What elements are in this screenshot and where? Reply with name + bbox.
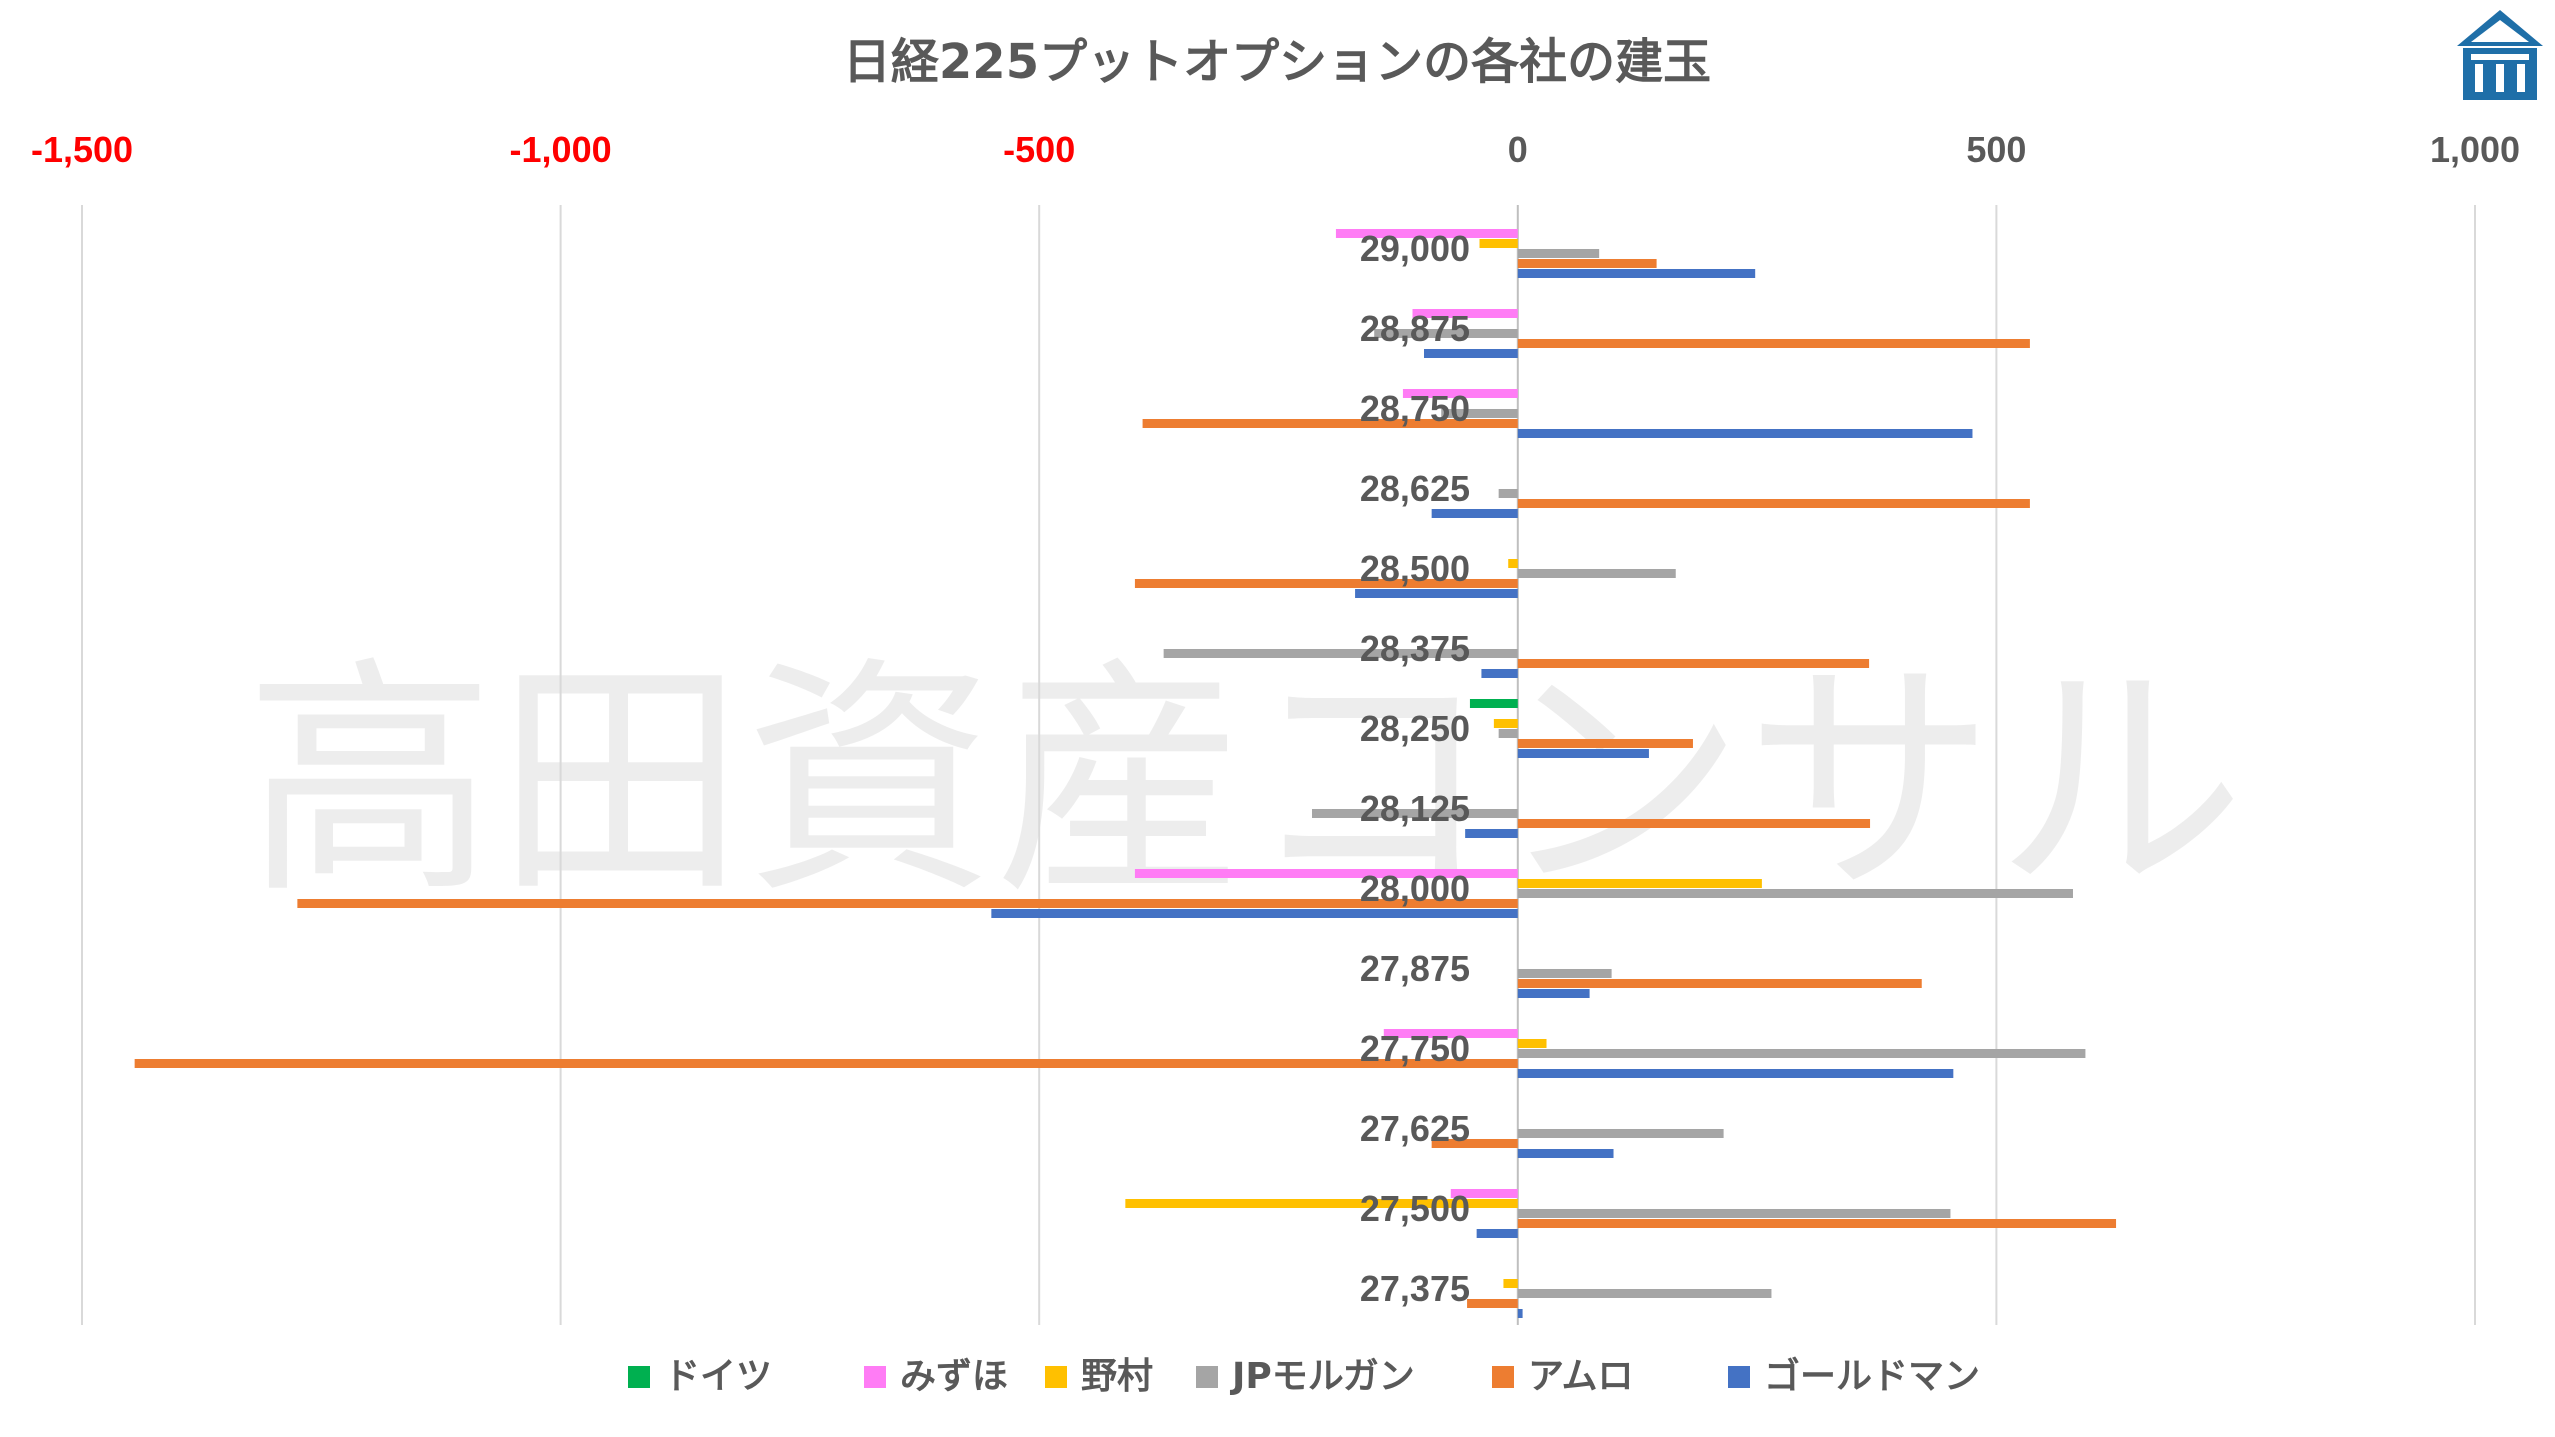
- x-tick-label: 1,000: [2430, 129, 2520, 170]
- legend-label: JPモルガン: [1229, 1356, 1415, 1397]
- bar: [1125, 1199, 1518, 1208]
- bar: [1517, 499, 2030, 508]
- category-label: 28,625: [1360, 468, 1470, 509]
- bar: [1517, 659, 1870, 668]
- category-label: 28,875: [1360, 308, 1470, 349]
- bar: [1517, 1209, 1951, 1218]
- bar: [1517, 339, 2030, 348]
- category-label: 28,500: [1360, 548, 1470, 589]
- bar: [1517, 1049, 2086, 1058]
- legend-swatch: [864, 1366, 886, 1388]
- category-label: 27,750: [1360, 1028, 1470, 1069]
- bar: [1383, 1029, 1518, 1038]
- bar: [1517, 749, 1649, 758]
- bank-building-icon: [2457, 10, 2543, 100]
- bar: [1517, 269, 1756, 278]
- bar: [1517, 1149, 1614, 1158]
- legend-swatch: [1045, 1366, 1067, 1388]
- bar: [1423, 349, 1518, 358]
- category-label: 27,500: [1360, 1188, 1470, 1229]
- bar: [1431, 1139, 1518, 1148]
- bar: [1517, 1309, 1523, 1318]
- watermark: 高田資産コンサル: [245, 636, 2245, 927]
- x-tick-label: -1,500: [31, 129, 133, 170]
- legend-label: ゴールドマン: [1764, 1355, 1980, 1397]
- legend-label: 野村: [1081, 1356, 1153, 1397]
- bar: [1402, 389, 1518, 398]
- bar: [1508, 559, 1518, 568]
- x-tick-label: 500: [1966, 129, 2026, 170]
- bar: [1134, 579, 1518, 588]
- bar: [134, 1059, 1518, 1068]
- category-label: 28,125: [1360, 788, 1470, 829]
- bar: [1517, 1069, 1954, 1078]
- legend-swatch: [628, 1366, 650, 1388]
- bar: [1517, 1129, 1724, 1138]
- bars: [134, 229, 2117, 1318]
- legend-label: ドイツ: [664, 1356, 772, 1397]
- category-label: 29,000: [1360, 228, 1470, 269]
- category-label: 28,750: [1360, 388, 1470, 429]
- bar: [1374, 329, 1518, 338]
- bar: [1312, 809, 1518, 818]
- bar: [1469, 699, 1518, 708]
- category-label: 28,250: [1360, 708, 1470, 749]
- legend: ドイツ みずほ 野村 JPモルガン アムロ ゴールドマン: [628, 1355, 1980, 1397]
- bar: [1517, 569, 1676, 578]
- bar: [1517, 879, 1762, 888]
- bar: [1163, 649, 1518, 658]
- bar: [1517, 969, 1612, 978]
- bar: [1498, 489, 1518, 498]
- bar: [1517, 249, 1600, 258]
- bar: [1142, 419, 1518, 428]
- bar: [1517, 259, 1657, 268]
- bar: [1465, 829, 1518, 838]
- bar: [1479, 239, 1518, 248]
- legend-label: アムロ: [1528, 1356, 1633, 1397]
- bar: [1517, 1219, 2117, 1228]
- x-tick-label: 0: [1508, 129, 1528, 170]
- x-tick-labels: -1,500 -1,000 -500 0 500 1,000: [31, 129, 2520, 170]
- bar: [1441, 409, 1518, 418]
- bar: [1517, 989, 1590, 998]
- bar: [1517, 979, 1922, 988]
- legend-swatch: [1728, 1366, 1750, 1388]
- bar: [1517, 889, 2073, 898]
- bar: [1517, 819, 1871, 828]
- bar: [297, 899, 1518, 908]
- legend-label: みずほ: [900, 1356, 1008, 1397]
- legend-swatch: [1196, 1366, 1218, 1388]
- category-label: 27,625: [1360, 1108, 1470, 1149]
- category-label: 27,875: [1360, 948, 1470, 989]
- bar: [991, 909, 1518, 918]
- bar: [1517, 1039, 1547, 1048]
- category-label: 27,375: [1360, 1268, 1470, 1309]
- bar: [1431, 509, 1518, 518]
- category-labels: 29,000 28,875 28,750 28,625 28,500 28,375 28,2…: [1360, 228, 1470, 1309]
- bar: [1503, 1279, 1518, 1288]
- bar: [1517, 429, 1973, 438]
- x-tick-label: -1,000: [510, 129, 612, 170]
- bar: [1476, 1229, 1518, 1238]
- bar: [1355, 589, 1518, 598]
- bar: [1335, 229, 1518, 238]
- chart-title: 日経225プットオプションの各社の建玉: [843, 34, 1711, 90]
- bar: [1412, 309, 1518, 318]
- bar: [1467, 1299, 1518, 1308]
- category-label: 28,000: [1360, 868, 1470, 909]
- bar: [1450, 1189, 1518, 1198]
- bar: [1481, 669, 1518, 678]
- bar: [1493, 719, 1518, 728]
- bar: [1134, 869, 1518, 878]
- x-tick-label: -500: [1003, 129, 1075, 170]
- legend-swatch: [1492, 1366, 1514, 1388]
- category-label: 28,375: [1360, 628, 1470, 669]
- bar: [1517, 1289, 1772, 1298]
- bar: [1517, 739, 1693, 748]
- bar: [1498, 729, 1518, 738]
